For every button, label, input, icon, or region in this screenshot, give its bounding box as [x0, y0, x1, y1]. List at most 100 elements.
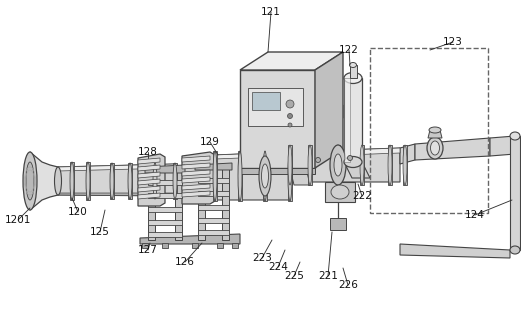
- Polygon shape: [138, 179, 160, 185]
- Polygon shape: [325, 182, 355, 202]
- Polygon shape: [148, 193, 182, 198]
- Polygon shape: [336, 145, 340, 185]
- Polygon shape: [213, 151, 217, 201]
- Text: 120: 120: [68, 207, 88, 217]
- Ellipse shape: [86, 162, 90, 200]
- Ellipse shape: [336, 145, 340, 185]
- Ellipse shape: [429, 127, 441, 133]
- Polygon shape: [308, 145, 312, 185]
- Polygon shape: [58, 164, 175, 171]
- Text: 123: 123: [443, 37, 463, 47]
- Ellipse shape: [288, 123, 292, 127]
- Ellipse shape: [330, 145, 346, 185]
- Polygon shape: [215, 152, 290, 159]
- Polygon shape: [198, 230, 229, 235]
- Ellipse shape: [344, 72, 362, 84]
- Polygon shape: [148, 170, 155, 240]
- Polygon shape: [182, 184, 210, 190]
- Ellipse shape: [334, 154, 342, 176]
- Ellipse shape: [263, 151, 267, 201]
- Polygon shape: [138, 158, 160, 164]
- Polygon shape: [110, 163, 114, 199]
- Polygon shape: [182, 163, 210, 169]
- Text: 124: 124: [465, 210, 485, 220]
- Polygon shape: [182, 170, 210, 176]
- Polygon shape: [290, 148, 400, 182]
- Polygon shape: [86, 162, 90, 200]
- Polygon shape: [344, 78, 362, 162]
- Polygon shape: [215, 152, 290, 200]
- Polygon shape: [490, 136, 515, 156]
- Text: 121: 121: [261, 7, 281, 17]
- Text: 126: 126: [175, 257, 195, 267]
- Ellipse shape: [70, 162, 74, 200]
- Polygon shape: [182, 191, 210, 197]
- Bar: [248, 88, 303, 126]
- Polygon shape: [217, 243, 223, 248]
- Ellipse shape: [350, 62, 356, 68]
- Text: 221: 221: [318, 271, 338, 281]
- Ellipse shape: [55, 167, 61, 195]
- Ellipse shape: [360, 145, 364, 185]
- Polygon shape: [360, 145, 364, 185]
- Bar: [252, 92, 280, 110]
- Polygon shape: [198, 218, 229, 223]
- Polygon shape: [173, 163, 177, 199]
- Polygon shape: [142, 243, 148, 248]
- Text: 129: 129: [200, 137, 220, 147]
- Polygon shape: [240, 70, 315, 168]
- Polygon shape: [198, 166, 205, 240]
- Ellipse shape: [316, 158, 320, 162]
- Ellipse shape: [238, 151, 242, 201]
- Polygon shape: [232, 243, 238, 248]
- Polygon shape: [238, 151, 242, 201]
- Ellipse shape: [388, 145, 392, 185]
- Polygon shape: [128, 163, 132, 199]
- Ellipse shape: [286, 100, 294, 108]
- Text: 226: 226: [338, 280, 358, 290]
- Polygon shape: [138, 172, 160, 178]
- Text: 128: 128: [138, 147, 158, 157]
- Polygon shape: [240, 168, 315, 174]
- Ellipse shape: [331, 185, 349, 199]
- Ellipse shape: [308, 145, 312, 185]
- Text: 222: 222: [352, 191, 372, 201]
- Ellipse shape: [427, 137, 443, 159]
- Polygon shape: [240, 52, 343, 70]
- Ellipse shape: [23, 152, 37, 210]
- Ellipse shape: [344, 157, 362, 167]
- Polygon shape: [400, 144, 415, 164]
- Polygon shape: [58, 164, 175, 196]
- Polygon shape: [148, 180, 182, 185]
- Text: 224: 224: [268, 262, 288, 272]
- Polygon shape: [415, 138, 490, 160]
- Polygon shape: [315, 52, 343, 168]
- Polygon shape: [388, 145, 392, 185]
- Ellipse shape: [430, 141, 440, 155]
- Polygon shape: [315, 105, 343, 133]
- Text: 122: 122: [339, 45, 359, 55]
- Polygon shape: [344, 162, 370, 178]
- Text: 125: 125: [90, 227, 110, 237]
- Ellipse shape: [510, 132, 520, 140]
- Ellipse shape: [288, 151, 292, 201]
- Ellipse shape: [110, 163, 114, 199]
- Polygon shape: [510, 136, 520, 250]
- Polygon shape: [263, 151, 267, 201]
- Polygon shape: [400, 244, 510, 258]
- Ellipse shape: [403, 145, 407, 185]
- Polygon shape: [162, 243, 168, 248]
- Polygon shape: [344, 78, 350, 162]
- Polygon shape: [195, 163, 232, 170]
- Polygon shape: [148, 220, 182, 225]
- Ellipse shape: [510, 246, 520, 254]
- Polygon shape: [288, 145, 292, 185]
- Ellipse shape: [262, 164, 268, 188]
- Polygon shape: [145, 165, 185, 173]
- Polygon shape: [153, 163, 157, 199]
- Polygon shape: [428, 130, 442, 138]
- Polygon shape: [288, 151, 292, 201]
- Polygon shape: [350, 65, 357, 78]
- Polygon shape: [290, 168, 310, 185]
- Ellipse shape: [259, 156, 271, 196]
